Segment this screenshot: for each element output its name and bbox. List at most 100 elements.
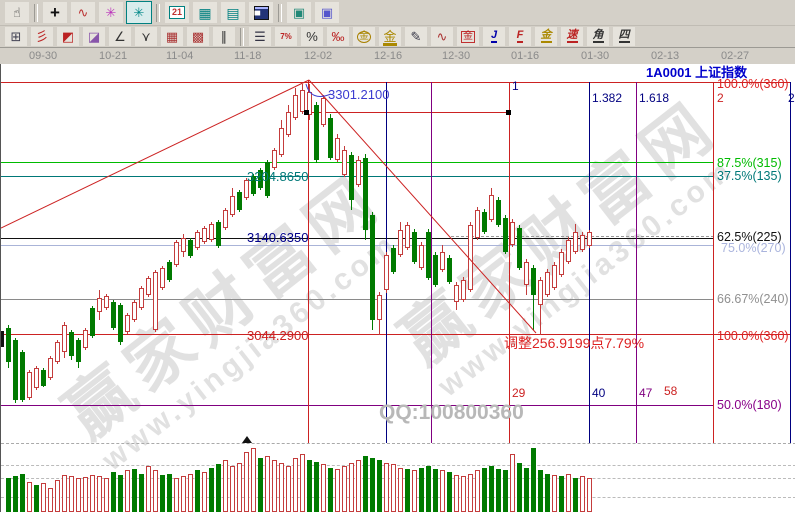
volume-bar <box>510 454 515 512</box>
cycle-vline[interactable] <box>509 82 510 443</box>
calendar-tool[interactable]: 21 <box>164 1 190 24</box>
candle <box>489 195 494 220</box>
cycle-vline[interactable] <box>713 82 714 443</box>
chart-canvas[interactable]: 赢家财富网 www.yingjia360.com 赢家财富网 www.yingj… <box>0 64 795 512</box>
angle-lines-tool[interactable]: ∠ <box>108 26 132 47</box>
candle <box>118 305 123 342</box>
candle <box>405 225 410 248</box>
analysis-tool[interactable]: ✳ <box>126 1 152 24</box>
candle <box>223 210 228 228</box>
f-angle-tool[interactable]: F <box>508 26 532 47</box>
percent-tool-glyph: % <box>306 29 318 44</box>
grid-arrow-tool[interactable]: ▩ <box>186 26 210 47</box>
candle <box>76 340 81 362</box>
j-angle-tool[interactable]: J <box>482 26 506 47</box>
volume-bar <box>146 466 151 512</box>
gold-box-tool[interactable]: 金 <box>456 26 480 47</box>
volume-bar <box>55 480 60 512</box>
volume-bar <box>90 475 95 512</box>
cycle-vline[interactable] <box>308 80 309 443</box>
candle <box>321 98 326 125</box>
calculator-tool[interactable]: ▦ <box>192 1 218 24</box>
candle <box>342 150 347 175</box>
candle <box>34 368 39 388</box>
price-scale-tool[interactable]: ☰ <box>248 26 272 47</box>
calculator-tool-glyph: ▦ <box>198 4 212 21</box>
selected-measure-line[interactable] <box>306 112 509 113</box>
date-label: 12-16 <box>374 50 403 62</box>
gann-fan-tool[interactable]: 彡 <box>30 26 54 47</box>
symbol-label: 1A0001 上证指数 <box>646 65 748 80</box>
gold-lines-tool[interactable]: 金 <box>378 26 402 47</box>
cycle-vline[interactable] <box>790 82 791 443</box>
gold-circle-tool[interactable]: 金 <box>352 26 376 47</box>
volume-bar <box>139 474 144 512</box>
candle <box>384 255 389 290</box>
date-label: 12-30 <box>442 50 471 62</box>
percent-tool[interactable]: % <box>300 26 324 47</box>
grid-tool-glyph: ▦ <box>165 29 179 44</box>
volume-bar <box>293 458 298 512</box>
network-tool[interactable]: ▣ <box>286 1 312 24</box>
trend-line[interactable] <box>308 79 537 334</box>
volume-bar <box>580 476 585 512</box>
date-label: 12-02 <box>304 50 333 62</box>
save-tool[interactable]: ▄ <box>248 1 274 24</box>
link-angle-tool-glyph: 角 <box>592 29 604 43</box>
line-endpoint-handle[interactable] <box>506 110 511 115</box>
permille-tool[interactable]: ‰ <box>326 26 350 47</box>
parallel-lines-tool[interactable]: ∥ <box>212 26 236 47</box>
cycle-vline[interactable] <box>589 82 590 443</box>
cycle-vline[interactable] <box>636 82 637 443</box>
measure-pen-tool[interactable]: ✎ <box>404 26 428 47</box>
crosshair-tool-glyph: + <box>50 3 60 22</box>
gold-box-tool-glyph: 金 <box>461 30 475 43</box>
grid-hline <box>1 82 791 83</box>
polyline-tool[interactable]: ∿ <box>70 1 96 24</box>
candle <box>153 272 158 330</box>
candle <box>27 372 32 398</box>
date-label: 01-16 <box>511 50 540 62</box>
percent-retrace-tool[interactable]: 7% <box>274 26 298 47</box>
trend-line[interactable] <box>1 79 310 229</box>
hand-tool[interactable]: ☝ <box>4 1 30 24</box>
cycle-label: 1 <box>512 79 519 93</box>
candle <box>468 225 473 290</box>
candle <box>517 228 522 268</box>
hand-tool-glyph: ☝ <box>13 5 21 20</box>
volume-bar <box>111 472 116 512</box>
volume-bar <box>258 458 263 512</box>
cycle-label: 2 <box>788 91 795 105</box>
cycle-vline[interactable] <box>431 82 432 443</box>
candle <box>335 138 340 160</box>
grid-hline <box>1 245 714 246</box>
fan-box2-tool[interactable]: ◪ <box>82 26 106 47</box>
gold-angle-tool[interactable]: 金 <box>534 26 558 47</box>
volume-bar <box>538 470 543 512</box>
line-endpoint-handle[interactable] <box>304 110 309 115</box>
four-angle-tool[interactable]: 四 <box>612 26 636 47</box>
notepad-tool[interactable]: ▤ <box>220 1 246 24</box>
grid-tool[interactable]: ▦ <box>160 26 184 47</box>
watermark-cn: 赢家财富网 <box>51 159 397 452</box>
grid-hline <box>1 334 791 335</box>
candle <box>97 298 102 312</box>
candle <box>531 268 536 295</box>
calendar-tool-glyph: 21 <box>168 6 185 19</box>
cycle-label: 2 <box>717 91 724 105</box>
wave-tool[interactable]: ∿ <box>430 26 454 47</box>
computer-tool[interactable]: ▣ <box>314 1 340 24</box>
volume-bar <box>202 472 207 512</box>
web-tool[interactable]: ✳ <box>98 1 124 24</box>
toolbar-separator <box>34 3 38 22</box>
vee-lines-tool[interactable]: ⋎ <box>134 26 158 47</box>
candle <box>48 358 53 378</box>
speed-angle-tool[interactable]: 速 <box>560 26 584 47</box>
gann-box-tool[interactable]: ⊞ <box>4 26 28 47</box>
link-angle-tool[interactable]: 角 <box>586 26 610 47</box>
candle <box>475 210 480 238</box>
crosshair-tool[interactable]: + <box>42 1 68 24</box>
fan-box-tool[interactable]: ◩ <box>56 26 80 47</box>
candle <box>300 90 305 112</box>
